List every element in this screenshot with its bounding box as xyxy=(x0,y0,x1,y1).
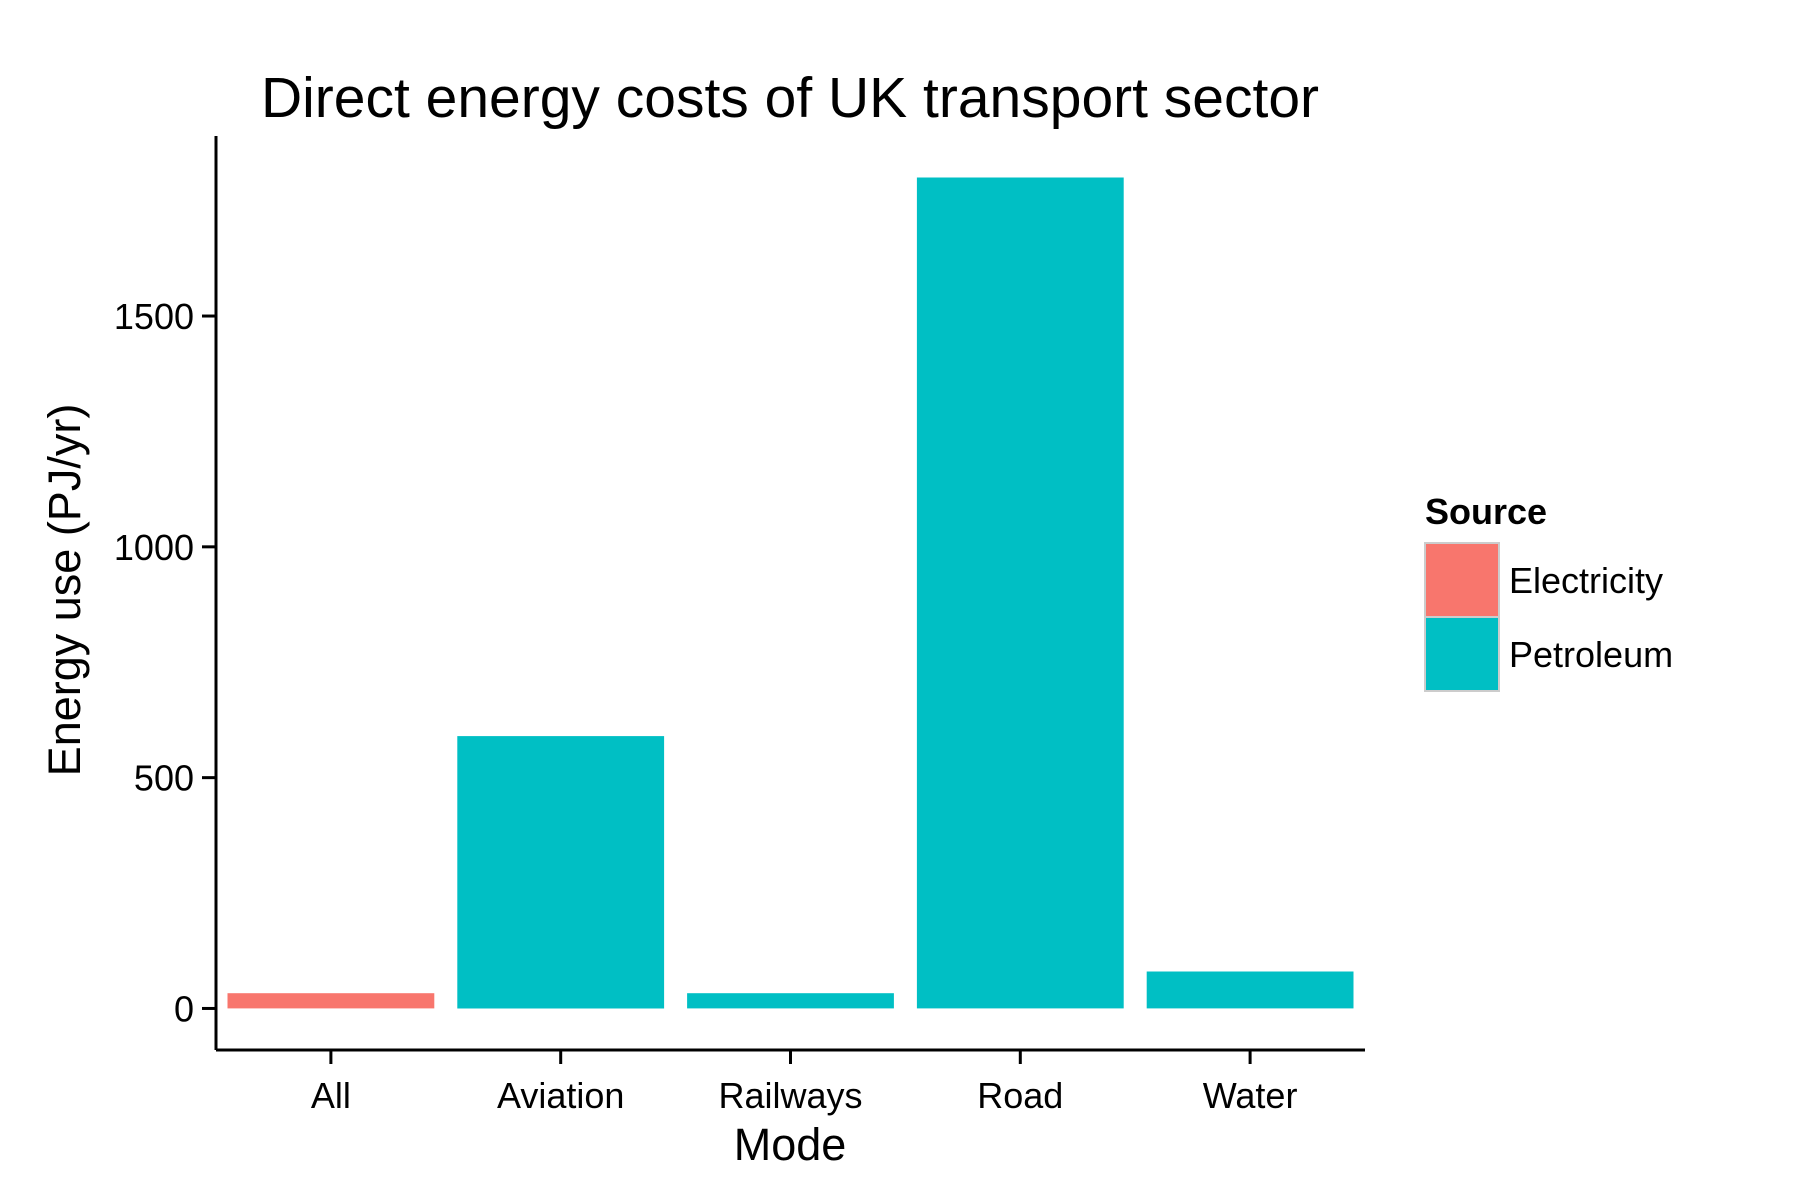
bar-aviation xyxy=(457,736,665,1009)
y-axis: 0 500 1000 1500 xyxy=(114,136,218,1050)
bars-group xyxy=(227,177,1354,1009)
x-tick-label-road: Road xyxy=(977,1075,1063,1116)
legend-entries: Electricity Petroleum xyxy=(1424,542,1673,692)
legend-swatch-petroleum xyxy=(1424,616,1500,692)
y-axis-title: Energy use (PJ/yr) xyxy=(39,404,90,777)
y-tick-label-0: 0 xyxy=(174,988,194,1029)
bar-all xyxy=(227,993,435,1009)
x-tick-label-aviation: Aviation xyxy=(497,1075,624,1116)
plot-area: 0 500 1000 1500 All Aviation Railways Road Wate… xyxy=(114,136,1365,1116)
y-tick-label-1000: 1000 xyxy=(114,527,194,568)
x-tick-label-water: Water xyxy=(1203,1075,1298,1116)
x-tick-label-all: All xyxy=(311,1075,351,1116)
legend-label-electricity: Electricity xyxy=(1509,560,1663,601)
x-axis: All Aviation Railways Road Water xyxy=(216,1048,1365,1116)
bar-water xyxy=(1146,971,1354,1009)
legend: Source Electricity Petroleum xyxy=(1424,491,1673,692)
x-tick-label-railways: Railways xyxy=(718,1075,862,1116)
legend-label-petroleum: Petroleum xyxy=(1509,634,1673,675)
chart-title: Direct energy costs of UK transport sect… xyxy=(261,66,1319,130)
legend-title: Source xyxy=(1425,491,1547,532)
legend-swatch-electricity xyxy=(1424,542,1500,618)
y-tick-label-500: 500 xyxy=(134,758,194,799)
bar-road xyxy=(916,177,1124,1009)
x-axis-title: Mode xyxy=(734,1119,847,1170)
bar-railways xyxy=(687,993,894,1009)
y-tick-label-1500: 1500 xyxy=(114,296,194,337)
